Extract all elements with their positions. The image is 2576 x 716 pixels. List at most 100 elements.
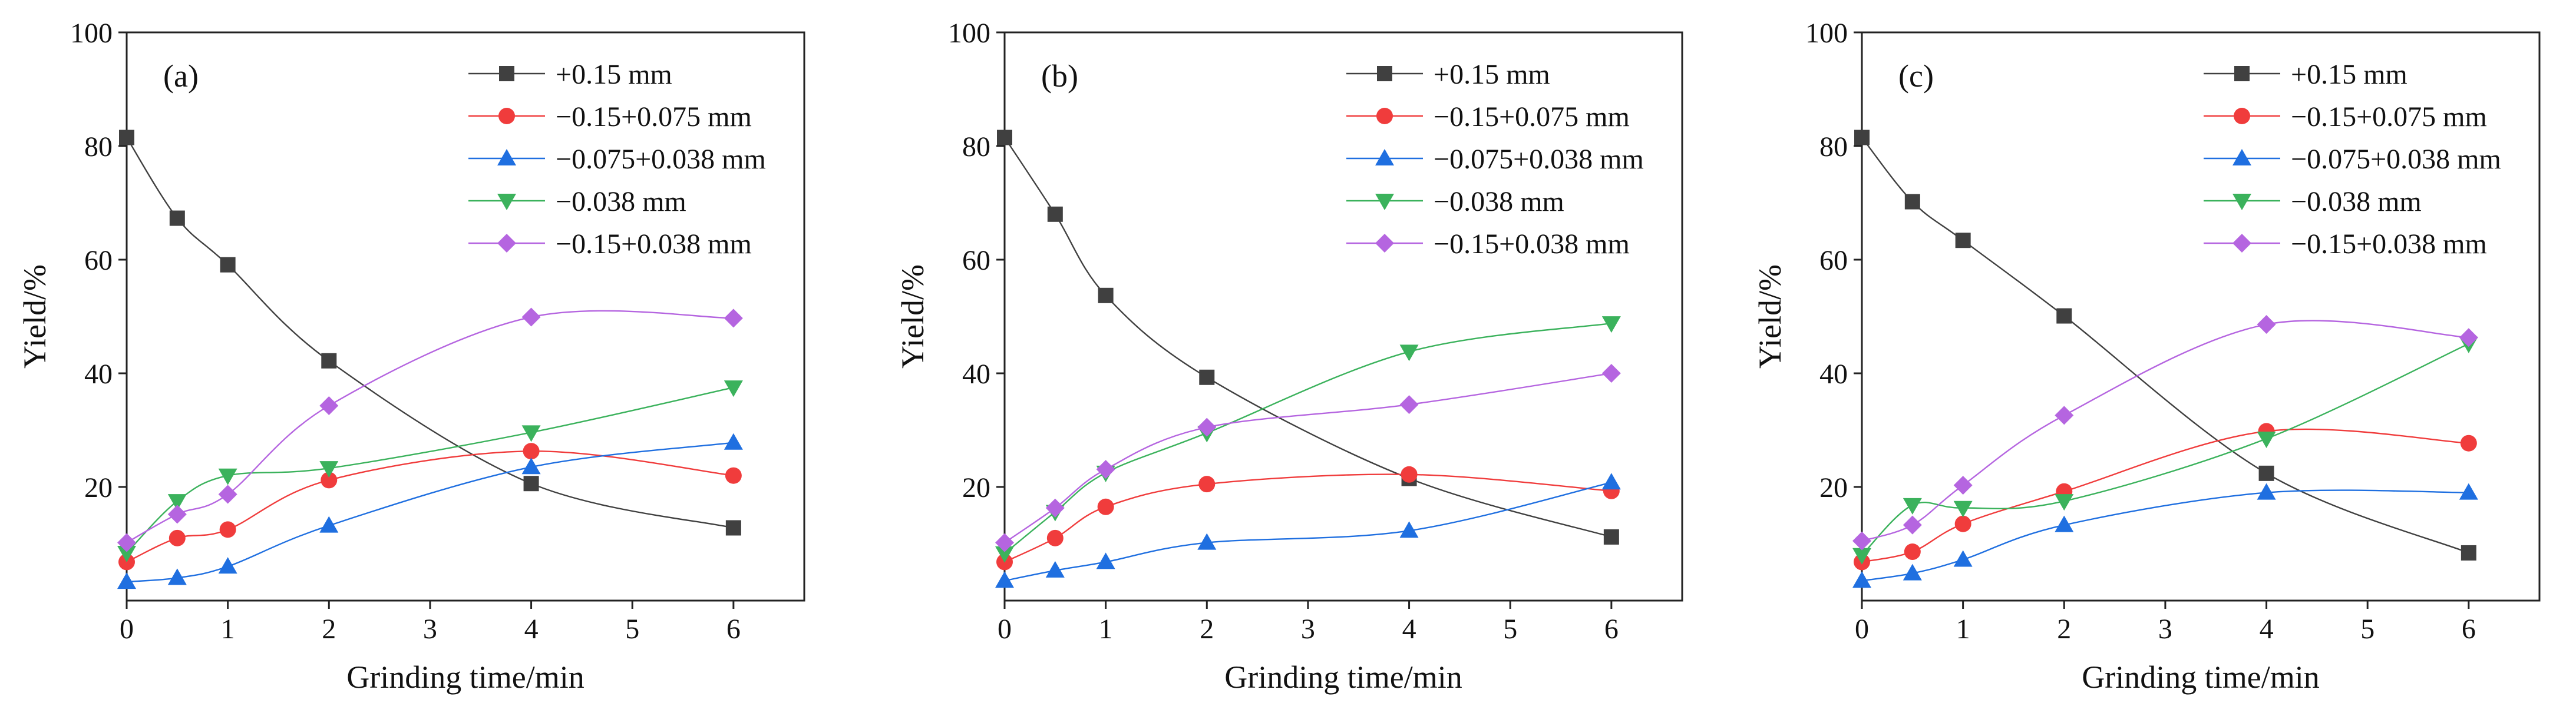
data-point-fine [2257, 431, 2276, 448]
data-point-mid1 [1046, 529, 1064, 546]
y-tick-label: 100 [948, 18, 990, 49]
x-tick-label: 1 [221, 614, 235, 645]
x-tick-label: 3 [423, 614, 437, 645]
legend-label-coarse: +0.15 mm [556, 59, 672, 90]
y-tick-label: 60 [962, 245, 990, 276]
legend-marker-mid1 [2234, 108, 2250, 124]
data-point-mid2 [1045, 561, 1065, 578]
data-point-mid1 [219, 521, 236, 538]
x-tick-label: 6 [1604, 614, 1619, 645]
data-point-combined [1045, 498, 1065, 518]
data-point-combined [1197, 417, 1217, 437]
x-tick-label: 5 [1503, 614, 1517, 645]
y-tick-label: 20 [1819, 472, 1848, 503]
y-tick-label: 40 [1819, 359, 1848, 390]
legend-marker-mid2 [2232, 149, 2251, 165]
data-point-coarse [119, 130, 134, 145]
data-point-fine [1399, 344, 1419, 362]
panel-label: (a) [163, 58, 199, 94]
legend-label-fine: −0.038 mm [2291, 186, 2422, 217]
series-line-combined [1004, 372, 1612, 543]
legend-marker-coarse [2234, 66, 2250, 81]
data-point-coarse [321, 353, 337, 369]
data-point-mid2 [2459, 483, 2478, 500]
data-point-fine [1852, 548, 1871, 565]
data-point-combined [319, 396, 339, 416]
data-point-mid2 [1953, 550, 1973, 567]
x-tick-label: 6 [726, 614, 741, 645]
data-point-mid1 [1198, 476, 1216, 493]
legend-marker-mid1 [498, 108, 515, 124]
data-point-combined [521, 307, 541, 327]
data-point-coarse [1904, 194, 1920, 210]
legend-marker-coarse [1377, 66, 1392, 81]
data-point-mid2 [724, 433, 743, 450]
data-point-mid2 [1903, 563, 1922, 581]
x-tick-label: 5 [2360, 614, 2374, 645]
y-tick-label: 20 [962, 472, 990, 503]
data-point-mid2 [1197, 533, 1217, 550]
data-point-mid2 [1601, 473, 1621, 490]
series-line-mid2 [1861, 489, 2469, 582]
data-point-combined [117, 533, 136, 552]
series-line-combined [126, 310, 734, 543]
legend-label-combined: −0.15+0.038 mm [2291, 228, 2487, 260]
y-tick-label: 20 [84, 472, 113, 503]
series-line-fine [1004, 322, 1612, 554]
data-point-combined [167, 505, 187, 524]
panel-label: (c) [1898, 58, 1934, 94]
data-point-combined [1399, 395, 1419, 415]
data-point-fine [1903, 498, 1922, 515]
chart-panel-1: 0 1 2 3 4 5 6 20 40 60 80 100 Grinding time/min Yield… [17, 18, 805, 695]
y-tick-label: 60 [1819, 245, 1848, 276]
data-point-fine [995, 546, 1014, 563]
legend-label-mid1: −0.15+0.075 mm [1434, 101, 1630, 132]
legend-marker-fine [2232, 194, 2251, 210]
legend-label-coarse: +0.15 mm [2291, 59, 2407, 90]
data-point-mid1 [1954, 515, 1971, 532]
data-point-fine [2055, 494, 2074, 511]
y-axis-title: Yield/% [17, 264, 52, 369]
plot-frame [1861, 31, 2541, 602]
x-tick-label: 2 [2057, 614, 2071, 645]
data-point-mid2 [2257, 483, 2276, 500]
data-point-mid1 [169, 529, 186, 546]
series-line-fine [1861, 343, 2469, 556]
data-point-combined [2257, 315, 2276, 334]
data-point-coarse [997, 130, 1012, 145]
x-tick-label: 4 [2260, 614, 2274, 645]
x-tick-label: 6 [2462, 614, 2476, 645]
y-axis-title: Yield/% [895, 264, 930, 369]
x-tick-label: 4 [524, 614, 539, 645]
data-point-fine [1601, 316, 1621, 333]
x-tick-label: 4 [1402, 614, 1416, 645]
data-point-combined [1852, 531, 1871, 551]
y-tick-label: 80 [962, 131, 990, 163]
data-point-mid2 [1096, 552, 1115, 569]
data-point-mid1 [523, 443, 540, 460]
legend-marker-combined [2232, 234, 2251, 253]
data-point-fine [521, 425, 541, 442]
legend-marker-mid2 [497, 149, 516, 165]
x-axis-title: Grinding time/min [1224, 659, 1462, 695]
data-point-mid1 [2460, 435, 2477, 452]
legend-marker-mid1 [1376, 108, 1393, 124]
data-point-combined [218, 485, 237, 504]
x-tick-label: 1 [1099, 614, 1113, 645]
data-point-mid2 [1852, 571, 1871, 588]
legend-marker-fine [1375, 194, 1394, 210]
data-point-mid2 [2055, 515, 2074, 532]
data-point-coarse [169, 210, 185, 226]
data-point-coarse [523, 476, 539, 492]
plot-frame [126, 31, 805, 602]
y-tick-label: 40 [84, 359, 113, 390]
x-tick-label: 0 [120, 614, 134, 645]
panel-label: (b) [1041, 58, 1078, 94]
data-point-coarse [725, 520, 741, 536]
legend-label-mid2: −0.075+0.038 mm [1434, 144, 1644, 175]
plot-frame [1003, 31, 1683, 602]
data-point-fine [724, 380, 743, 397]
legend-label-mid2: −0.075+0.038 mm [2291, 144, 2501, 175]
data-point-fine [1953, 500, 1973, 518]
